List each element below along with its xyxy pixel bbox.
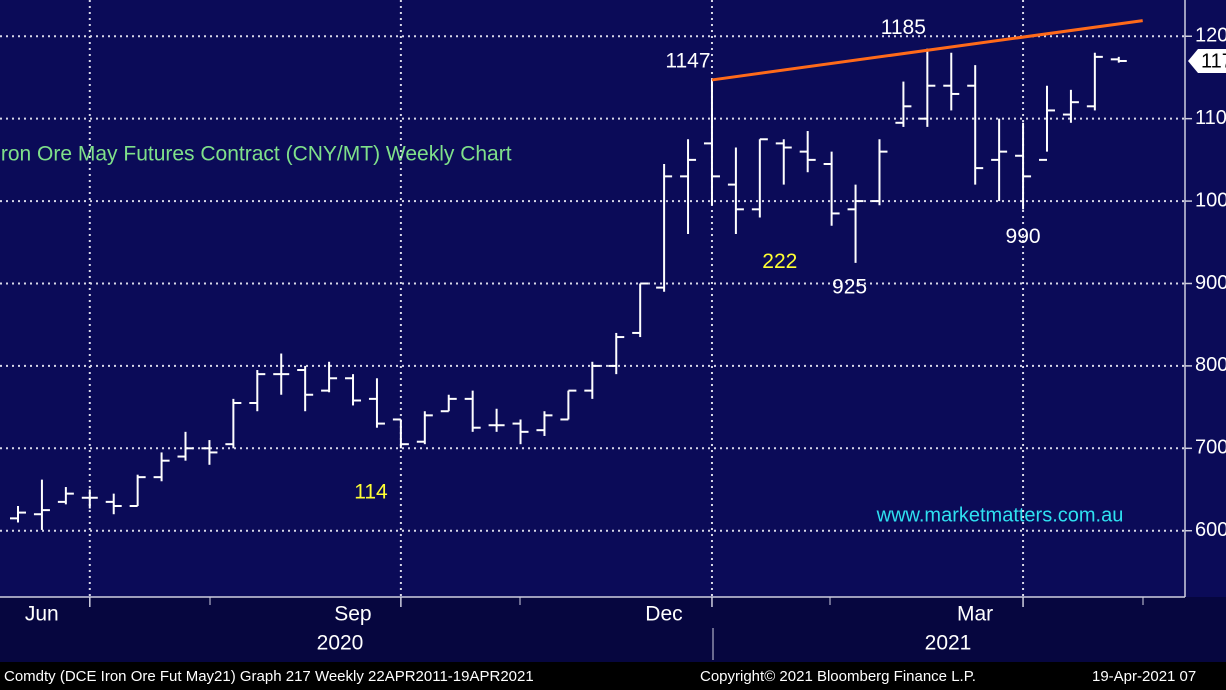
annotation: 114 [354,480,388,503]
last-price-label: 1170 [1201,50,1226,72]
annotation: 1147 [665,49,710,72]
trend-line [711,19,1143,82]
y-tick-label: 1100 [1195,107,1226,129]
x-tick-label: Sep [334,603,371,626]
annotation: 1185 [881,16,926,39]
x-tick-label: Mar [957,603,993,626]
footer-center: Copyright© 2021 Bloomberg Finance L.P. [700,668,976,685]
watermark: www.marketmatters.com.au [876,504,1124,526]
minor-ticks [209,597,1144,605]
x-tick-label: Dec [645,603,682,626]
footer-right: 19-Apr-2021 07 [1092,668,1196,685]
chart-title: Iron Ore May Futures Contract (CNY/MT) W… [0,143,512,166]
footer-bar [0,662,1226,690]
y-tick-label: 800 [1195,354,1226,376]
y-tick-label: 1000 [1195,189,1226,211]
y-tick-label: 1200 [1195,25,1226,47]
y-tick-label: 600 [1195,519,1226,541]
footer-left: Comdty (DCE Iron Ore Fut May21) Graph 21… [4,668,534,685]
annotation: 990 [1006,225,1041,248]
annotation: 222 [762,250,797,273]
y-tick-label: 700 [1195,437,1226,459]
background [0,0,1226,662]
year-label: 2021 [925,632,972,655]
y-tick-label: 900 [1195,272,1226,294]
x-axis-area [0,597,1226,662]
last-price-marker [1188,48,1226,73]
year-label: 2020 [317,632,364,655]
x-tick-label: Jun [25,603,59,626]
annotation: 925 [832,275,867,298]
